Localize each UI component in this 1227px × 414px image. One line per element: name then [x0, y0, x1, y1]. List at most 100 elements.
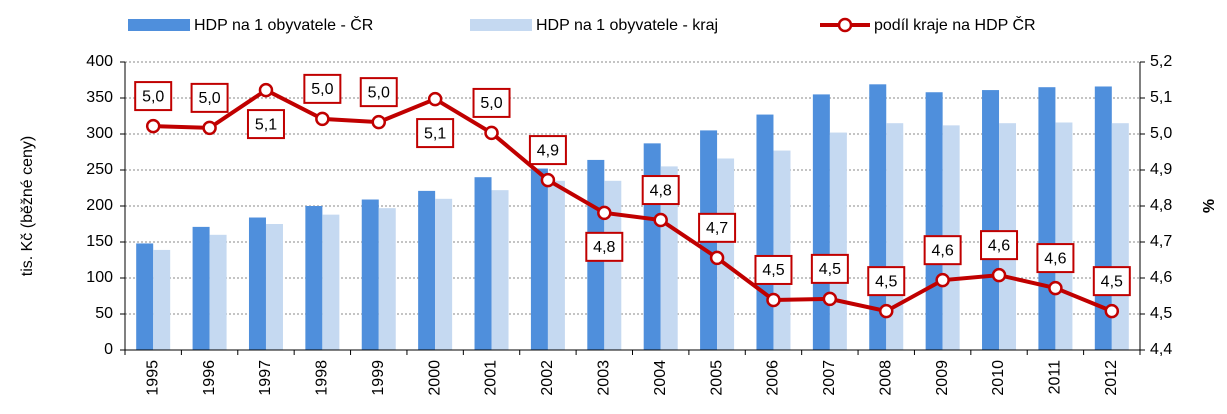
bar	[248, 217, 266, 350]
x-tick-label: 2003	[596, 360, 613, 396]
data-label: 5,0	[198, 90, 220, 107]
bar	[322, 214, 340, 350]
data-label: 4,8	[593, 239, 615, 256]
x-tick-label: 1999	[370, 360, 387, 396]
legend-swatch	[470, 19, 532, 31]
legend-swatch-marker	[837, 17, 853, 33]
y2-tick-label: 4,4	[1150, 341, 1172, 358]
data-label: 4,5	[762, 262, 784, 279]
legend-label: podíl kraje na HDP ČR	[874, 15, 1036, 34]
bar	[192, 226, 210, 350]
data-label: 4,6	[988, 237, 1010, 254]
x-tick-label: 1995	[144, 360, 161, 396]
y-tick-label: 300	[86, 125, 113, 142]
x-tick-label: 2006	[765, 360, 782, 396]
y-tick-label: 400	[86, 53, 113, 70]
x-tick-label: 1996	[201, 360, 218, 396]
line-marker	[371, 114, 386, 130]
bar	[773, 150, 791, 350]
data-label-box	[980, 230, 1019, 261]
line	[153, 87, 1113, 314]
bar	[660, 166, 678, 350]
x-tick-label: 2010	[990, 360, 1007, 396]
data-label: 5,0	[368, 84, 390, 101]
data-label-box	[246, 109, 285, 140]
y2-tick-label: 5,2	[1150, 53, 1172, 70]
x-tick-label: 2004	[652, 360, 669, 396]
data-label: 5,1	[255, 116, 277, 133]
data-label-box	[472, 87, 511, 118]
data-label: 5,0	[311, 81, 333, 98]
bar	[717, 158, 735, 350]
bar	[756, 114, 774, 350]
line-marker	[653, 212, 668, 228]
x-tick-label: 2000	[426, 360, 443, 396]
data-label-box	[641, 175, 680, 206]
y2-tick-label: 4,8	[1150, 197, 1172, 214]
line-marker	[1104, 303, 1120, 319]
y2-tick-label: 5,0	[1150, 125, 1172, 142]
data-label: 4,6	[932, 242, 954, 259]
y-tick-label: 350	[86, 89, 113, 106]
bar	[530, 168, 548, 350]
data-label: 5,1	[424, 125, 446, 142]
data-label-box	[1092, 266, 1131, 297]
bar	[153, 249, 171, 350]
bar	[925, 92, 943, 351]
line-marker	[315, 111, 330, 127]
line-marker	[597, 205, 612, 221]
data-label: 5,0	[480, 95, 502, 112]
y-axis-label: tis. Kč (běžné ceny)	[19, 136, 36, 277]
line-marker	[822, 291, 838, 307]
data-label: 4,5	[875, 273, 897, 290]
line-marker	[258, 82, 274, 98]
x-tick-label: 2007	[821, 360, 838, 396]
legend-swatch	[128, 19, 190, 31]
data-label: 5,0	[142, 88, 164, 105]
bar	[209, 234, 227, 350]
data-label-box	[867, 266, 906, 297]
data-label-box	[698, 212, 737, 243]
x-tick-label: 2009	[934, 360, 951, 396]
y2-tick-label: 4,9	[1150, 161, 1172, 178]
bar	[829, 132, 847, 350]
data-label-box	[528, 135, 567, 166]
bar	[418, 190, 436, 350]
data-label-box	[359, 77, 398, 108]
data-label-box	[416, 118, 455, 149]
y2-tick-label: 4,5	[1150, 305, 1172, 322]
bar	[491, 190, 509, 350]
x-tick-label: 2002	[539, 360, 556, 396]
bar	[435, 198, 453, 350]
bar	[136, 243, 154, 350]
bar	[474, 177, 492, 350]
data-label: 4,5	[819, 261, 841, 278]
bar	[378, 208, 396, 350]
y-tick-label: 250	[86, 161, 113, 178]
y-tick-label: 0	[104, 341, 113, 358]
data-label: 4,7	[706, 220, 728, 237]
x-tick-label: 2008	[877, 360, 894, 396]
x-tick-label: 2012	[1103, 360, 1120, 396]
line-marker	[540, 172, 556, 188]
x-tick-label: 1997	[257, 360, 274, 396]
line-marker	[202, 120, 217, 136]
bar	[547, 180, 565, 350]
y2-tick-label: 4,7	[1150, 233, 1172, 250]
line-marker	[935, 272, 950, 288]
data-label-box	[190, 82, 229, 113]
bar	[643, 143, 661, 350]
line-marker	[879, 303, 894, 319]
data-label-box	[1036, 243, 1075, 274]
data-label-box	[923, 235, 962, 266]
data-label: 4,5	[1101, 273, 1123, 290]
x-tick-label: 1998	[314, 360, 331, 396]
y-tick-label: 100	[86, 269, 113, 286]
x-tick-label: 2001	[483, 360, 500, 396]
data-label-box	[303, 73, 342, 104]
line-marker	[484, 125, 499, 141]
x-tick-label: 2005	[708, 360, 725, 396]
bar	[812, 94, 830, 351]
legend-label: HDP na 1 obyvatele - kraj	[536, 17, 718, 34]
